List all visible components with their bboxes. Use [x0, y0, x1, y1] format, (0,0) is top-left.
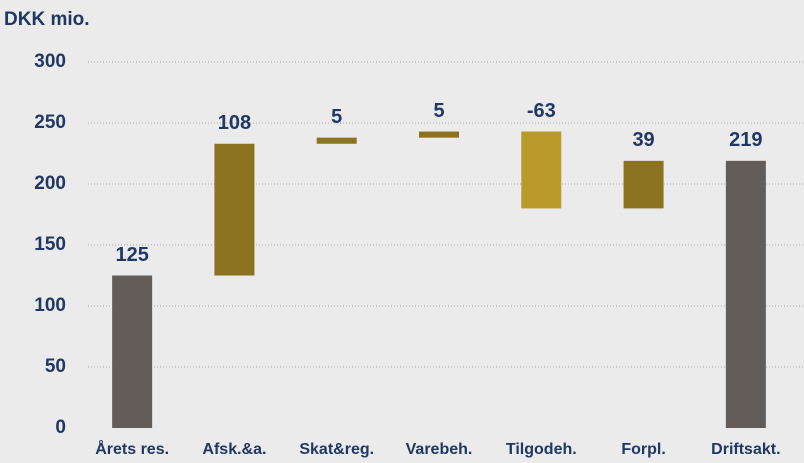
x-tick-label: Driftsakt.	[711, 441, 780, 458]
x-tick-label: Varebeh.	[406, 441, 473, 458]
bar	[725, 160, 766, 428]
value-label: 5	[331, 106, 342, 128]
y-tick-label: 200	[34, 173, 66, 194]
y-tick-label: 150	[34, 234, 66, 255]
x-tick-label: Afsk.&a.	[202, 441, 266, 458]
y-tick-label: 50	[45, 356, 66, 377]
x-tick-label: Årets res.	[95, 439, 169, 458]
bar	[419, 131, 459, 138]
bar	[623, 160, 664, 209]
value-label: 108	[218, 112, 251, 134]
bar	[214, 143, 255, 276]
x-tick-label: Forpl.	[621, 441, 665, 458]
value-label: 39	[632, 129, 654, 151]
y-tick-label: 0	[55, 417, 66, 438]
y-tick-label: 300	[34, 51, 66, 72]
y-tick-label: 250	[34, 112, 66, 133]
value-label: 125	[115, 244, 148, 266]
y-tick-label: 100	[34, 295, 66, 316]
chart-title: DKK mio.	[4, 9, 90, 30]
x-tick-label: Skat&reg.	[299, 441, 374, 458]
value-label: 5	[433, 100, 444, 122]
x-tick-label: Tilgodeh.	[506, 441, 577, 458]
value-label: 219	[729, 129, 762, 151]
bar	[316, 137, 357, 144]
bar	[521, 131, 562, 209]
bar	[112, 275, 153, 428]
value-label: -63	[527, 100, 556, 122]
